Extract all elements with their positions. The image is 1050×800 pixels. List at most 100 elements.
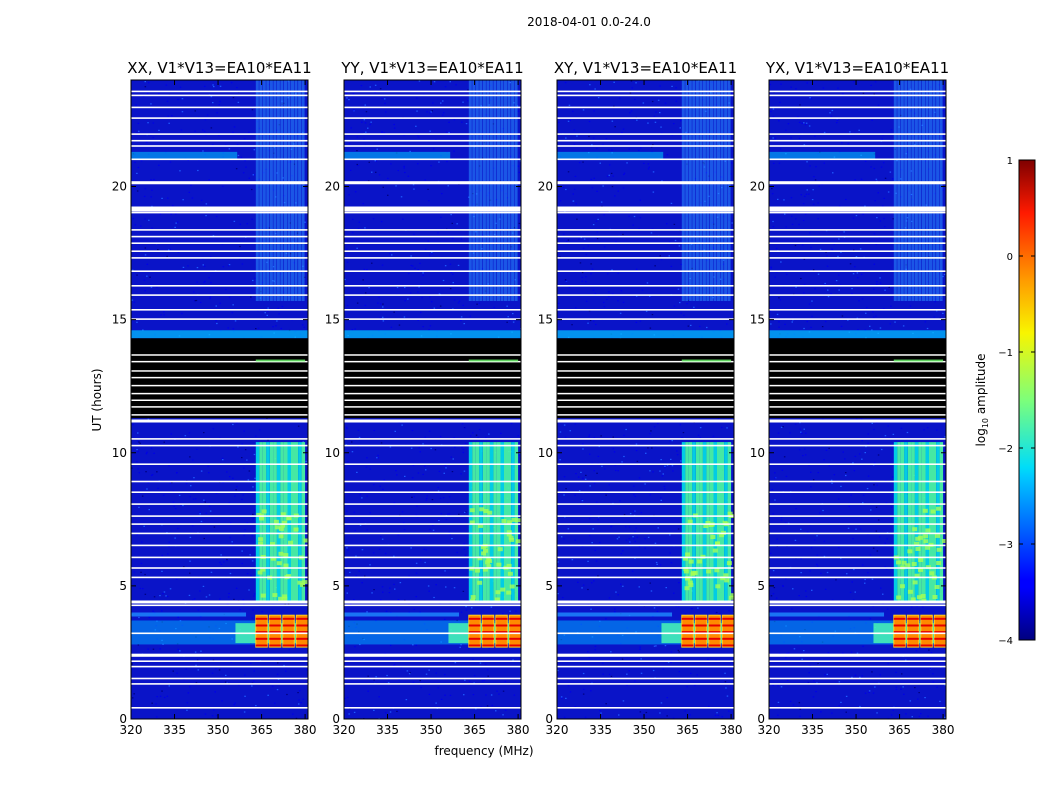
noise-speckle	[361, 497, 363, 499]
noise-speckle	[440, 513, 443, 515]
noise-speckle	[629, 112, 631, 114]
noise-speckle	[859, 528, 862, 530]
noise-speckle	[449, 81, 451, 83]
noise-speckle	[628, 670, 630, 672]
noise-speckle	[858, 300, 860, 302]
noise-speckle	[876, 484, 878, 486]
noise-speckle	[785, 226, 787, 228]
rfi-blob	[494, 597, 500, 602]
noise-speckle	[801, 432, 803, 434]
noise-speckle	[608, 149, 610, 151]
noise-speckle	[469, 315, 471, 317]
flag-gap-line	[344, 384, 521, 387]
noise-speckle	[390, 163, 392, 165]
noise-speckle	[563, 476, 566, 478]
noise-speckle	[648, 166, 650, 168]
noise-speckle	[157, 249, 159, 251]
y-tick-label: 15	[750, 313, 765, 327]
noise-speckle	[622, 301, 625, 303]
noise-speckle	[809, 97, 811, 99]
rfi-strong-streak	[907, 442, 912, 602]
gap-line	[344, 309, 521, 311]
noise-speckle	[146, 451, 148, 453]
noise-speckle	[491, 704, 493, 706]
noise-speckle	[283, 664, 285, 667]
noise-speckle	[444, 674, 446, 676]
gap-line	[344, 229, 521, 231]
x-tick-label: 320	[333, 723, 356, 737]
noise-speckle	[255, 328, 257, 330]
noise-speckle	[168, 465, 170, 467]
noise-speckle	[203, 281, 205, 283]
bright-rfi-row	[893, 631, 906, 634]
noise-speckle	[666, 697, 668, 699]
noise-speckle	[395, 470, 397, 472]
rfi-streak	[468, 80, 472, 301]
noise-speckle	[404, 171, 406, 174]
rfi-strong-streak	[925, 442, 929, 602]
noise-speckle	[131, 668, 133, 670]
noise-speckle	[816, 563, 818, 565]
noise-speckle	[732, 690, 734, 692]
noise-speckle	[220, 563, 223, 565]
noise-speckle	[569, 430, 571, 432]
noise-speckle	[813, 539, 816, 541]
noise-speckle	[593, 177, 595, 179]
rfi-blob	[257, 570, 263, 575]
rfi-blob	[901, 560, 907, 565]
noise-speckle	[594, 645, 597, 647]
bright-rfi-row	[468, 624, 481, 627]
gap-line	[557, 229, 734, 231]
noise-speckle	[635, 527, 637, 529]
noise-speckle	[638, 228, 640, 230]
noise-speckle	[488, 433, 490, 435]
gap-line	[131, 660, 308, 662]
noise-speckle	[393, 123, 395, 126]
noise-speckle	[853, 249, 855, 251]
noise-speckle	[780, 519, 783, 521]
rfi-streak	[914, 80, 918, 301]
y-tick-label: 20	[112, 180, 127, 194]
noise-speckle	[190, 485, 192, 487]
noise-speckle	[519, 142, 521, 144]
noise-speckle	[472, 432, 474, 434]
noise-speckle	[439, 497, 442, 499]
noise-speckle	[236, 422, 238, 424]
noise-speckle	[810, 486, 812, 488]
noise-speckle	[131, 467, 133, 469]
noise-speckle	[450, 271, 453, 274]
noise-speckle	[235, 168, 238, 170]
rfi-blob	[714, 568, 720, 573]
noise-speckle	[163, 314, 165, 316]
bright-rfi-row	[695, 617, 707, 620]
noise-speckle	[239, 223, 241, 225]
noise-speckle	[144, 254, 147, 256]
noise-speckle	[193, 477, 195, 479]
gap-line	[131, 438, 308, 440]
noise-speckle	[433, 307, 436, 309]
noise-speckle	[426, 495, 428, 497]
noise-speckle	[845, 695, 848, 697]
flag-gap-line	[769, 370, 946, 372]
noise-speckle	[176, 672, 178, 674]
noise-speckle	[483, 679, 486, 681]
noise-speckle	[430, 165, 432, 167]
noise-speckle	[669, 241, 671, 243]
noise-speckle	[560, 536, 563, 538]
noise-speckle	[152, 610, 154, 612]
noise-speckle	[372, 218, 375, 220]
noise-speckle	[583, 688, 585, 690]
noise-speckle	[589, 453, 591, 455]
noise-speckle	[495, 710, 497, 712]
noise-speckle	[805, 432, 807, 434]
noise-speckle	[387, 177, 389, 179]
noise-speckle	[639, 217, 642, 219]
noise-speckle	[215, 305, 217, 307]
y-tick-label: 15	[538, 313, 553, 327]
noise-speckle	[148, 219, 150, 221]
noise-speckle	[588, 135, 590, 138]
noise-speckle	[911, 716, 913, 718]
noise-speckle	[415, 596, 417, 598]
noise-speckle	[495, 199, 498, 201]
noise-speckle	[510, 132, 512, 134]
